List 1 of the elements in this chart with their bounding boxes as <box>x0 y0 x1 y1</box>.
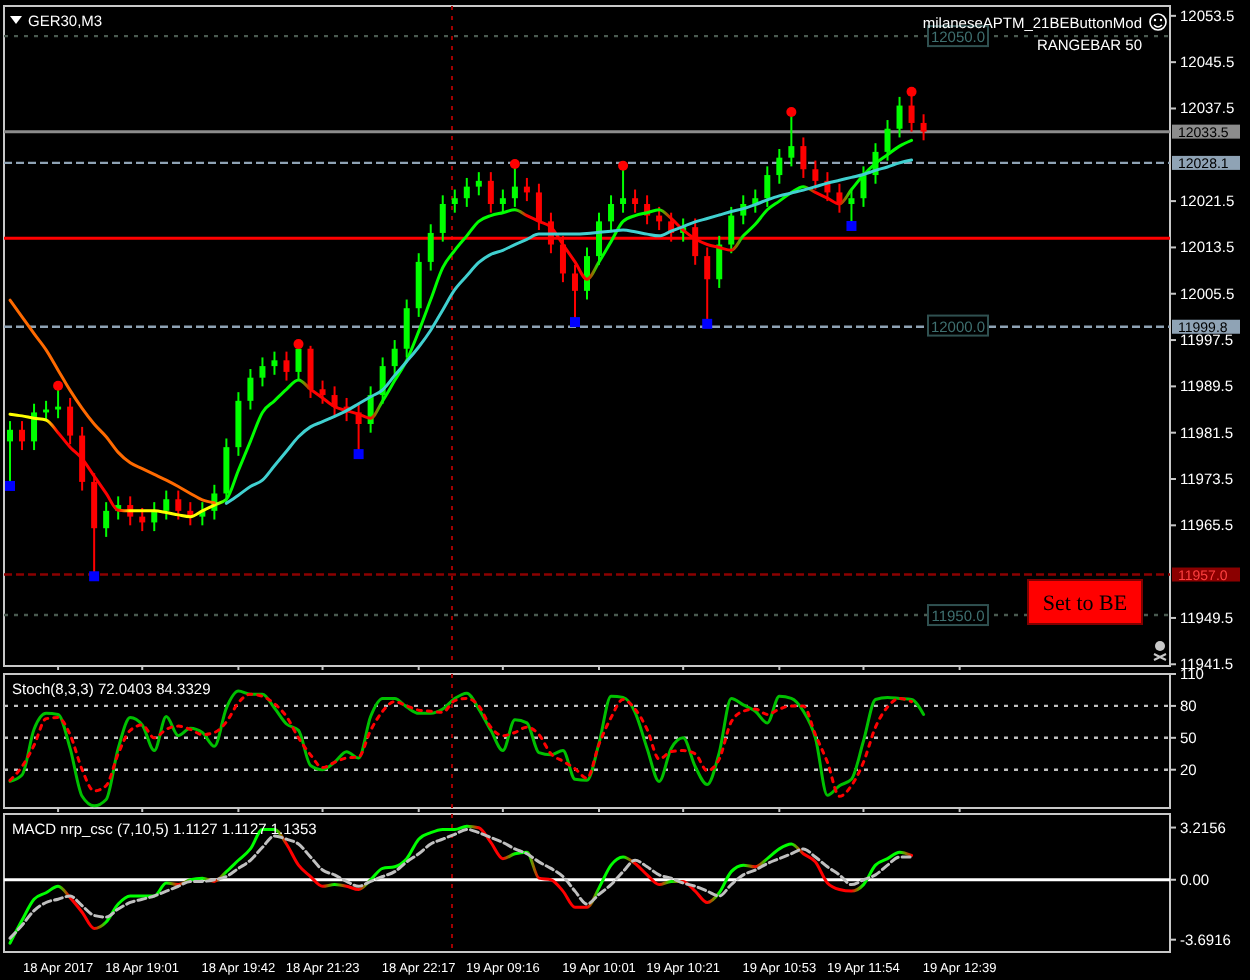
annotation: Set to BE <box>1042 592 1128 616</box>
